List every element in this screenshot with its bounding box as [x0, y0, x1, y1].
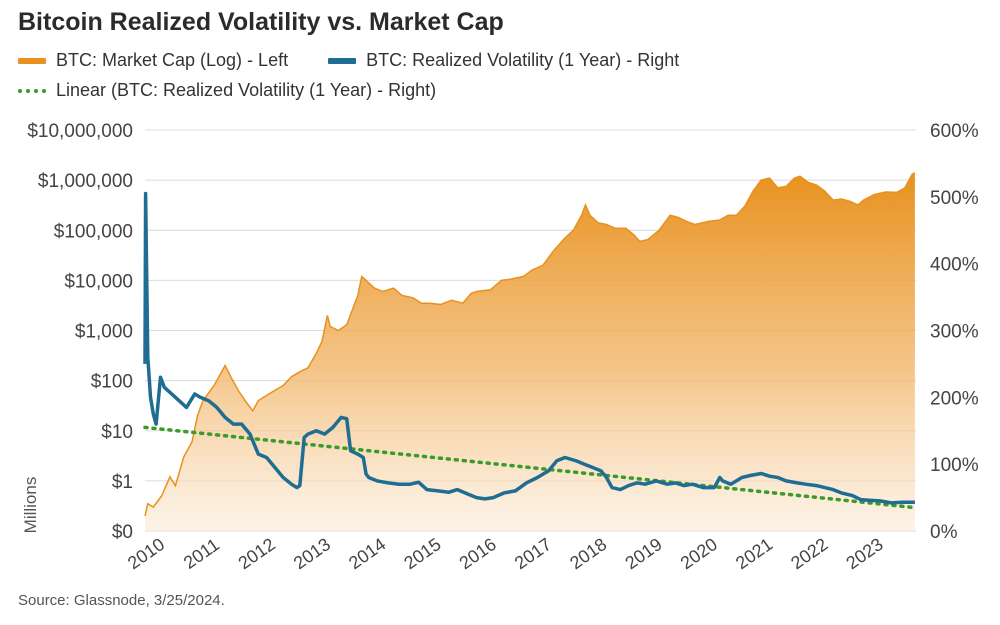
- x-axis-ticks: 2010 2011 2012 2013 2014 2015 2016 2017 2018 2019…: [124, 534, 887, 573]
- x-tick-label: 2023: [843, 534, 887, 573]
- legend-volatility: BTC: Realized Volatility (1 Year) - Righ…: [366, 50, 680, 70]
- x-tick-label: 2015: [400, 534, 444, 573]
- source-note: Source: Glassnode, 3/25/2024.: [18, 592, 225, 609]
- legend-trend: Linear (BTC: Realized Volatility (1 Year…: [56, 80, 437, 100]
- x-tick-label: 2021: [732, 534, 776, 573]
- x-tick-label: 2017: [511, 534, 555, 573]
- y-left-tick-label: $10: [101, 422, 133, 443]
- market-cap-line: [144, 172, 916, 517]
- y-left-tick-label: $1: [112, 472, 133, 493]
- y-right-tick-label: 0%: [930, 522, 958, 543]
- x-tick-label: 2019: [621, 534, 665, 573]
- market-cap-area: [145, 172, 915, 532]
- y-axis-left-label: Millions: [21, 477, 40, 534]
- legend-row-2: Linear (BTC: Realized Volatility (1 Year…: [18, 80, 436, 101]
- y-left-tick-label: $0: [112, 522, 133, 543]
- chart-title: Bitcoin Realized Volatility vs. Market C…: [18, 8, 504, 36]
- x-tick-label: 2011: [180, 534, 223, 573]
- y-left-tick-label: $10,000,000: [27, 121, 133, 142]
- x-tick-label: 2016: [456, 534, 500, 573]
- y-left-tick-label: $100,000: [54, 221, 133, 242]
- x-tick-label: 2014: [345, 534, 389, 573]
- x-tick-label: 2022: [787, 534, 831, 573]
- volatility-line: [143, 191, 915, 505]
- trend-line: [143, 425, 917, 510]
- y-left-tick-label: $1,000: [75, 322, 133, 343]
- y-right-tick-label: 500%: [930, 188, 979, 209]
- market-cap-area-layer: [144, 172, 916, 532]
- left-axis-ticks: $0 $1 $10 $100 $1,000 $10,000 $100,000 $1,000,0…: [27, 121, 133, 543]
- market-cap-swatch: [18, 57, 46, 64]
- y-right-tick-label: 400%: [930, 255, 979, 276]
- x-tick-label: 2012: [235, 534, 279, 573]
- line-layer: [143, 191, 917, 510]
- y-left-tick-label: $100: [91, 372, 133, 393]
- y-right-tick-label: 300%: [930, 322, 979, 343]
- legend-market-cap: BTC: Market Cap (Log) - Left: [56, 50, 289, 70]
- y-left-tick-label: $1,000,000: [38, 171, 133, 192]
- x-tick-label: 2018: [566, 534, 610, 573]
- x-tick-label: 2013: [290, 534, 334, 573]
- y-left-tick-label: $10,000: [64, 271, 133, 292]
- volatility-swatch: [328, 57, 357, 64]
- x-tick-label: 2020: [677, 534, 721, 573]
- right-axis-ticks: 0% 100% 200% 300% 400% 500% 600%: [930, 121, 979, 543]
- y-right-tick-label: 600%: [930, 121, 979, 142]
- y-right-tick-label: 100%: [930, 455, 979, 476]
- y-right-tick-label: 200%: [930, 388, 979, 409]
- legend-row-1: BTC: Market Cap (Log) - Left BTC: Realiz…: [18, 50, 679, 71]
- trend-swatch: [18, 88, 46, 93]
